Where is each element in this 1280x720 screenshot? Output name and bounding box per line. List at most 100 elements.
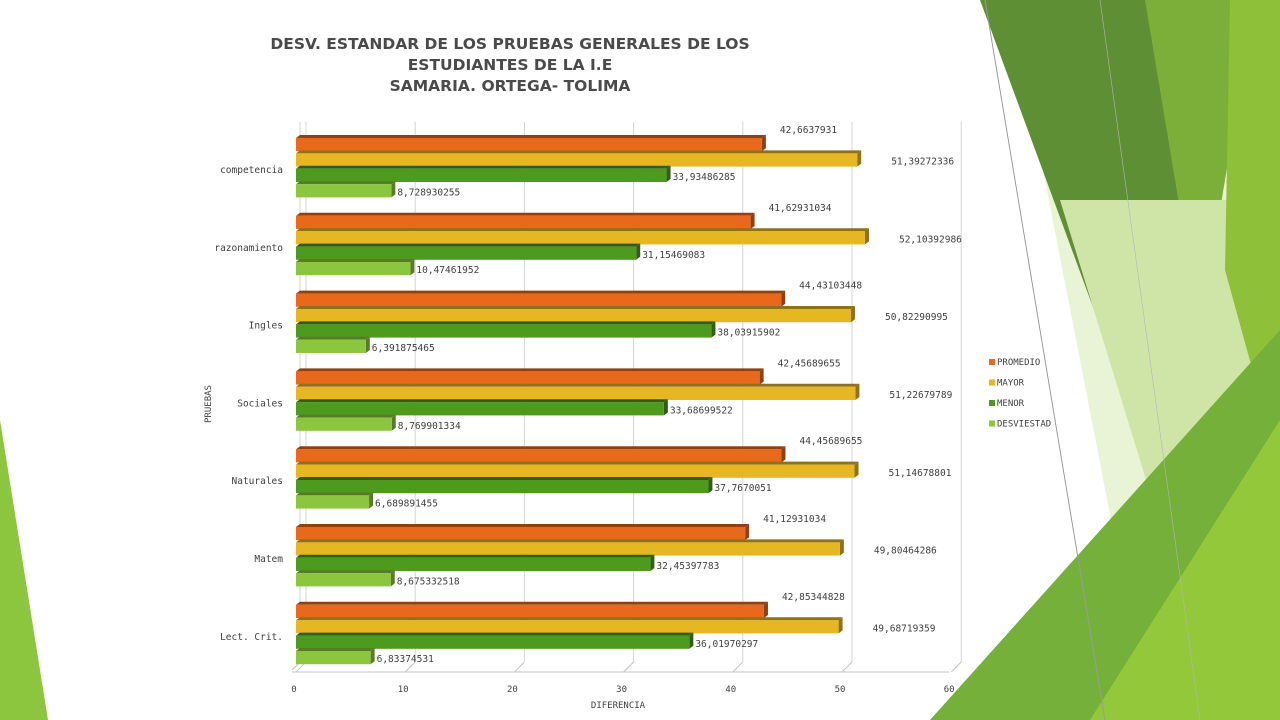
bar-top [296, 150, 862, 154]
bar-side [711, 321, 716, 338]
category-label: Matem [254, 554, 283, 565]
bar-side [369, 492, 374, 509]
bar-side [663, 399, 668, 416]
data-label: 42,6637931 [780, 125, 837, 136]
deco-line [984, 0, 1106, 720]
bar-top [296, 228, 869, 232]
floor-gridline [732, 661, 744, 673]
bar-side [857, 150, 862, 167]
data-label: 8,728930255 [397, 187, 460, 198]
bar-top [296, 259, 415, 262]
legend-label: MAYOR [997, 379, 1025, 389]
bar-top [296, 306, 855, 309]
bar-side [763, 601, 768, 618]
bar-side [759, 368, 764, 385]
chart-bars: 42,6637931 51,39272336 33,93486285 8,728930… [296, 125, 962, 665]
bar-desviestad [296, 339, 366, 353]
bar-menor [296, 402, 664, 416]
bar-promedio [296, 449, 782, 463]
bar-side [850, 306, 855, 323]
data-label: 6,83374531 [377, 654, 434, 665]
category-label: Naturales [232, 476, 283, 487]
title-line-2: SAMARIA. ORTEGA- TOLIMA [389, 77, 631, 95]
bar-side [855, 383, 860, 400]
data-label: 51,14678801 [889, 468, 952, 479]
bar-top [296, 336, 370, 340]
data-label: 6,689891455 [375, 499, 438, 510]
bar-top [296, 135, 766, 138]
data-label: 6,391875465 [372, 343, 435, 354]
legend-label: DESVIESTAD [997, 420, 1051, 430]
bar-promedio [296, 371, 760, 385]
bar-promedio [296, 527, 746, 541]
bar-menor [296, 635, 690, 649]
x-tick-label: 60 [944, 685, 955, 695]
data-label: 36,01970297 [695, 639, 758, 650]
bar-mayor [296, 153, 858, 167]
bar-menor [296, 324, 712, 338]
category-label: Lect. Crit. [220, 632, 283, 643]
legend-label: MENOR [997, 399, 1025, 409]
bar-top [296, 243, 641, 247]
bar-side [838, 617, 843, 634]
bar-promedio [296, 138, 762, 152]
data-label: 8,769901334 [398, 421, 461, 432]
bar-side [839, 539, 844, 556]
bar-side [391, 181, 396, 198]
bar-top [296, 446, 786, 450]
bar-promedio [296, 215, 751, 229]
bar-top [296, 321, 716, 325]
bar-side [781, 290, 786, 307]
x-tick-label: 0 [291, 685, 296, 695]
category-label: Ingles [249, 321, 283, 332]
data-label: 8,675332518 [397, 576, 460, 587]
bar-side [391, 414, 396, 431]
bar-mayor [296, 231, 865, 245]
title-line-1: DESV. ESTANDAR DE LOS PRUEBAS GENERALES … [270, 35, 750, 74]
legend-swatch [989, 400, 995, 406]
bar-menor [296, 480, 709, 494]
legend-label: PROMEDIO [997, 358, 1040, 368]
floor-gridline [950, 661, 962, 673]
bar-top [296, 648, 375, 651]
legend-swatch [989, 420, 995, 427]
bar-side [370, 648, 375, 665]
category-label: Sociales [237, 398, 283, 409]
floor-gridline [841, 661, 853, 673]
bar-mayor [296, 542, 840, 556]
data-label: 44,43103448 [799, 281, 862, 292]
data-label: 44,45689655 [799, 436, 862, 447]
category-label: razonamiento [214, 243, 283, 254]
legend: PROMEDIO MAYOR MENOR DESVIESTAD [989, 358, 1051, 430]
data-label: 42,85344828 [782, 592, 845, 603]
data-label: 42,45689655 [778, 358, 841, 369]
bar-side [365, 336, 370, 353]
data-label: 49,80464286 [874, 546, 937, 557]
bar-top [296, 492, 374, 496]
data-label: 32,45397783 [656, 561, 719, 572]
category-label: competencia [220, 165, 283, 176]
bar-top [296, 181, 396, 185]
bar-menor [296, 246, 637, 260]
bar-mayor [296, 464, 855, 478]
bar-desviestad [296, 651, 371, 665]
bar-top [296, 414, 396, 418]
deco-line-2 [1099, 0, 1201, 720]
x-tick-label: 40 [725, 685, 736, 695]
floor-gridline [404, 661, 416, 673]
bar-top [296, 524, 750, 527]
bar-side [708, 477, 713, 494]
bar-side [781, 446, 786, 463]
bar-top [296, 368, 764, 372]
bar-top [296, 554, 655, 558]
bar-side [666, 165, 671, 182]
data-label: 50,82290995 [885, 312, 948, 323]
chart-title: DESV. ESTANDAR DE LOS PRUEBAS GENERALES … [230, 34, 790, 97]
data-label: 49,68719359 [873, 623, 936, 634]
bar-desviestad [296, 262, 411, 276]
x-tick-label: 50 [835, 685, 846, 695]
data-label: 10,47461952 [416, 265, 479, 276]
bar-side [636, 243, 641, 260]
